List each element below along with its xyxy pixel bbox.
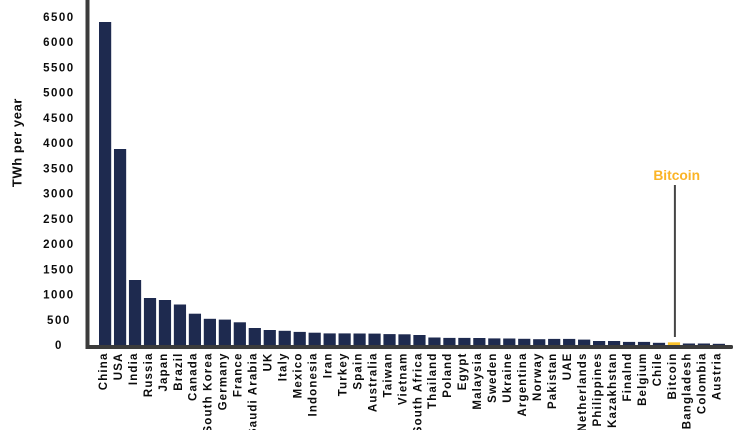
svg-text:Chile: Chile [652,353,664,387]
svg-text:5500: 5500 [43,62,75,74]
svg-text:Canada: Canada [188,353,200,401]
svg-text:Vietnam: Vietnam [397,353,409,406]
svg-text:Japan: Japan [158,353,170,392]
svg-text:Colombia: Colombia [697,353,709,415]
svg-text:Turkey: Turkey [337,353,349,397]
svg-text:Bitcoin: Bitcoin [667,353,679,400]
svg-text:South Korea: South Korea [203,353,215,431]
svg-text:Taiwan: Taiwan [382,353,394,398]
svg-text:Iran: Iran [322,353,334,379]
svg-text:UAE: UAE [562,353,574,381]
svg-text:South Africa: South Africa [412,353,424,431]
svg-text:Ukraine: Ukraine [502,353,514,403]
svg-text:Belgium: Belgium [637,353,649,406]
svg-text:Australia: Australia [367,353,379,413]
svg-text:Argentina: Argentina [517,353,529,417]
svg-text:Spain: Spain [352,353,364,390]
svg-text:6000: 6000 [43,37,75,49]
svg-text:UK: UK [263,353,275,372]
svg-text:0: 0 [55,340,63,352]
svg-text:5000: 5000 [43,88,75,100]
svg-text:Poland: Poland [442,353,454,398]
svg-text:Mexico: Mexico [293,353,305,399]
svg-text:Malaysia: Malaysia [472,353,484,410]
svg-text:Austria: Austria [712,353,724,401]
svg-text:France: France [233,353,245,398]
svg-text:Philippines: Philippines [592,353,604,427]
svg-text:Finalnd: Finalnd [622,353,634,402]
svg-text:TWh per year: TWh per year [9,98,24,187]
svg-text:India: India [128,353,140,386]
svg-text:Russia: Russia [143,353,155,398]
svg-text:3500: 3500 [43,163,75,175]
svg-text:Bangladesh: Bangladesh [682,353,694,430]
svg-text:6500: 6500 [43,12,75,24]
svg-text:USA: USA [113,353,125,381]
svg-text:Netherlands: Netherlands [577,353,589,431]
svg-text:Sweden: Sweden [487,353,499,403]
svg-text:2500: 2500 [43,214,75,226]
svg-text:1500: 1500 [43,264,75,276]
svg-text:3000: 3000 [43,189,75,201]
svg-text:Thailand: Thailand [427,353,439,409]
svg-text:4500: 4500 [43,113,75,125]
svg-text:Germany: Germany [218,353,230,411]
svg-text:Norway: Norway [532,353,544,401]
svg-text:Pakistan: Pakistan [547,353,559,410]
svg-text:Indonesia: Indonesia [307,353,319,417]
svg-text:Egypt: Egypt [457,353,469,391]
svg-text:500: 500 [47,315,71,327]
svg-text:4000: 4000 [43,138,75,150]
svg-text:Bitcoin: Bitcoin [653,168,700,183]
svg-text:China: China [98,353,110,391]
svg-text:Brazil: Brazil [173,353,185,391]
svg-text:Saudi Arabia: Saudi Arabia [248,353,260,431]
svg-text:2000: 2000 [43,239,75,251]
svg-text:Kazakhstan: Kazakhstan [607,353,619,428]
svg-text:Italy: Italy [278,353,290,382]
svg-text:1000: 1000 [43,290,75,302]
